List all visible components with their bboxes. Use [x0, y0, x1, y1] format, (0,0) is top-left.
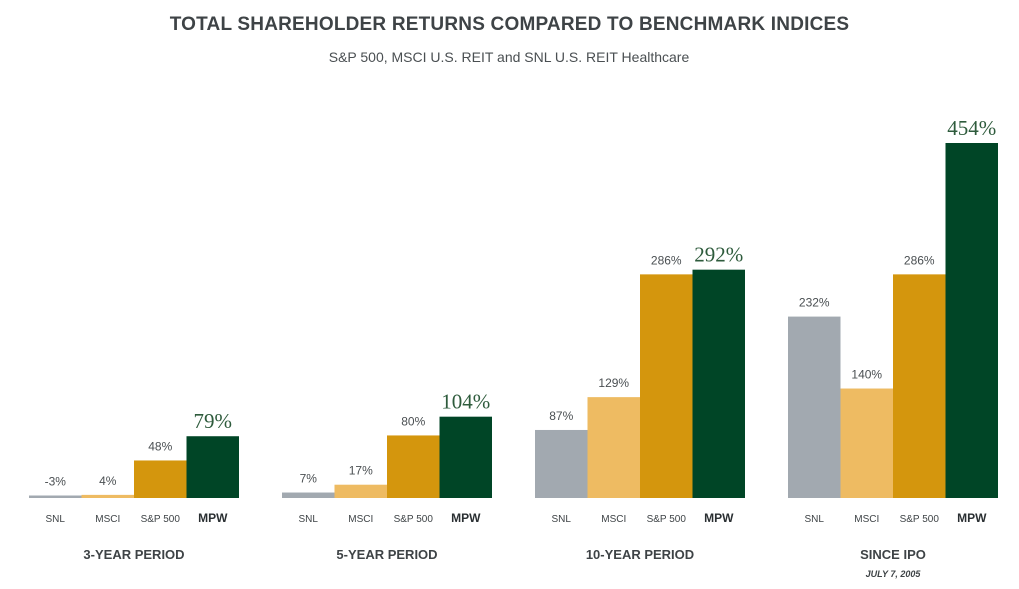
category-label-3-year-period-snl: SNL — [46, 514, 66, 525]
category-label-since-ipo-snl: SNL — [805, 514, 825, 525]
data-label-3-year-period-snl: -3% — [45, 475, 67, 489]
category-label-5-year-period-msci: MSCI — [348, 514, 373, 525]
category-label-5-year-period-snl: SNL — [299, 514, 319, 525]
data-label-10-year-period-msci: 129% — [598, 376, 629, 390]
category-label-3-year-period-mpw: MPW — [198, 511, 228, 525]
category-label-10-year-period-mpw: MPW — [704, 511, 734, 525]
bar-3-year-period-s-p-500 — [134, 460, 187, 498]
data-label-since-ipo-mpw: 454% — [947, 116, 996, 140]
bar-10-year-period-msci — [587, 397, 640, 498]
bar-3-year-period-snl — [29, 495, 82, 498]
bar-10-year-period-mpw — [692, 269, 745, 498]
chart-title: TOTAL SHAREHOLDER RETURNS COMPARED TO BE… — [169, 14, 850, 35]
category-label-10-year-period-msci: MSCI — [601, 514, 626, 525]
bar-3-year-period-msci — [81, 494, 134, 498]
category-label-5-year-period-s-p-500: S&P 500 — [394, 514, 434, 525]
category-label-3-year-period-s-p-500: S&P 500 — [141, 514, 181, 525]
category-label-5-year-period-mpw: MPW — [451, 511, 481, 525]
category-label-since-ipo-msci: MSCI — [854, 514, 879, 525]
category-label-since-ipo-mpw: MPW — [957, 511, 987, 525]
data-label-10-year-period-s-p-500: 286% — [651, 253, 682, 267]
data-label-3-year-period-s-p-500: 48% — [148, 439, 172, 453]
data-label-since-ipo-snl: 232% — [799, 296, 830, 310]
data-label-5-year-period-s-p-500: 80% — [401, 414, 425, 428]
bar-5-year-period-mpw — [439, 416, 492, 498]
group-label-5-year-period: 5-YEAR PERIOD — [336, 547, 437, 562]
category-label-10-year-period-snl: SNL — [552, 514, 572, 525]
data-label-5-year-period-snl: 7% — [300, 472, 318, 486]
data-label-since-ipo-s-p-500: 286% — [904, 253, 935, 267]
bar-since-ipo-msci — [840, 388, 893, 498]
data-label-3-year-period-mpw: 79% — [194, 409, 233, 433]
bar-since-ipo-mpw — [945, 143, 998, 498]
group-sublabel-since-ipo: JULY 7, 2005 — [866, 569, 922, 579]
data-label-5-year-period-mpw: 104% — [441, 390, 490, 414]
chart-subtitle: S&P 500, MSCI U.S. REIT and SNL U.S. REI… — [328, 49, 690, 65]
bar-5-year-period-msci — [334, 484, 387, 498]
data-label-10-year-period-snl: 87% — [549, 409, 573, 423]
bar-3-year-period-mpw — [186, 436, 239, 498]
category-label-10-year-period-s-p-500: S&P 500 — [647, 514, 687, 525]
bar-since-ipo-s-p-500 — [893, 274, 946, 498]
bar-10-year-period-snl — [535, 429, 588, 498]
group-label-since-ipo: SINCE IPO — [860, 547, 926, 562]
bar-5-year-period-s-p-500 — [387, 435, 440, 498]
data-label-since-ipo-msci: 140% — [851, 368, 882, 382]
bar-since-ipo-snl — [788, 316, 841, 498]
category-label-since-ipo-s-p-500: S&P 500 — [900, 514, 940, 525]
group-label-3-year-period: 3-YEAR PERIOD — [83, 547, 184, 562]
data-label-10-year-period-mpw: 292% — [694, 243, 743, 267]
data-label-3-year-period-msci: 4% — [99, 474, 117, 488]
group-label-10-year-period: 10-YEAR PERIOD — [586, 547, 694, 562]
data-label-5-year-period-msci: 17% — [349, 464, 373, 478]
category-label-3-year-period-msci: MSCI — [95, 514, 120, 525]
bar-5-year-period-snl — [282, 492, 335, 498]
bar-10-year-period-s-p-500 — [640, 274, 693, 498]
